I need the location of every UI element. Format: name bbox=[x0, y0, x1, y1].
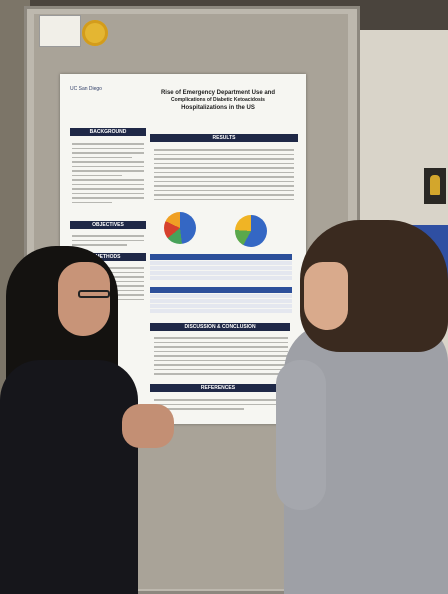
poster-title-line1: Rise of Emergency Department Use and bbox=[160, 90, 276, 96]
presenter-hands bbox=[122, 404, 174, 448]
restroom-sign bbox=[424, 168, 446, 204]
background-header: BACKGROUND bbox=[70, 128, 146, 136]
outcomes-table-1 bbox=[150, 254, 292, 280]
presenter-face bbox=[58, 262, 110, 336]
poster-title-line3: Hospitalizations in the US bbox=[181, 105, 255, 111]
methods-header: METHODS bbox=[70, 253, 146, 261]
person-icon bbox=[430, 175, 440, 195]
references-text bbox=[154, 396, 284, 410]
institution-logo: UC San Diego bbox=[70, 86, 102, 92]
visitor-face bbox=[304, 262, 348, 330]
background-text bbox=[72, 140, 144, 203]
presenter-black-blazer bbox=[0, 360, 138, 594]
poster-title-line2: Complications of Diabetic Ketoacidosis bbox=[171, 97, 265, 103]
board-number-sign bbox=[39, 15, 81, 47]
objectives-text bbox=[72, 232, 144, 246]
glasses bbox=[78, 290, 110, 298]
discussion-header: DISCUSSION & CONCLUSION bbox=[150, 323, 290, 331]
results-table bbox=[154, 146, 294, 200]
references-header: REFERENCES bbox=[150, 384, 286, 392]
outcomes-table-2 bbox=[150, 287, 292, 313]
results-header: RESULTS bbox=[150, 134, 298, 142]
pie-chart-left bbox=[164, 212, 196, 244]
visitor-arm bbox=[276, 360, 326, 510]
pie-chart-right bbox=[235, 215, 267, 247]
award-badge bbox=[82, 20, 108, 46]
discussion-text bbox=[154, 334, 288, 375]
objectives-header: OBJECTIVES bbox=[70, 221, 146, 229]
